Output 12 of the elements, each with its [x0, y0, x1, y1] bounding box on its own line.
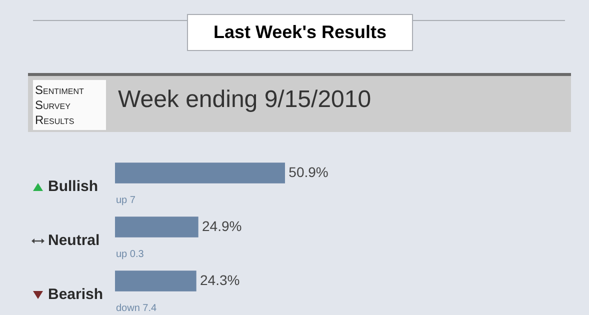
y-tick-label: Bullish	[48, 178, 98, 196]
y-tick-label: Neutral	[48, 232, 100, 250]
chart-title: Last Week's Results	[187, 14, 413, 51]
annotation: up 0.3	[116, 248, 144, 260]
annotation: down 7.4	[116, 302, 158, 314]
chart-subtitle: Week ending 9/15/2010	[118, 86, 372, 114]
data-label: 50.9%	[288, 164, 328, 180]
data-label: 24.3%	[200, 272, 240, 288]
y-tick-label: Bearish	[48, 286, 104, 304]
data-label: 24.9%	[202, 218, 242, 234]
text: Sentiment Survey Results	[33, 80, 106, 130]
annotation: up 7	[116, 194, 136, 206]
